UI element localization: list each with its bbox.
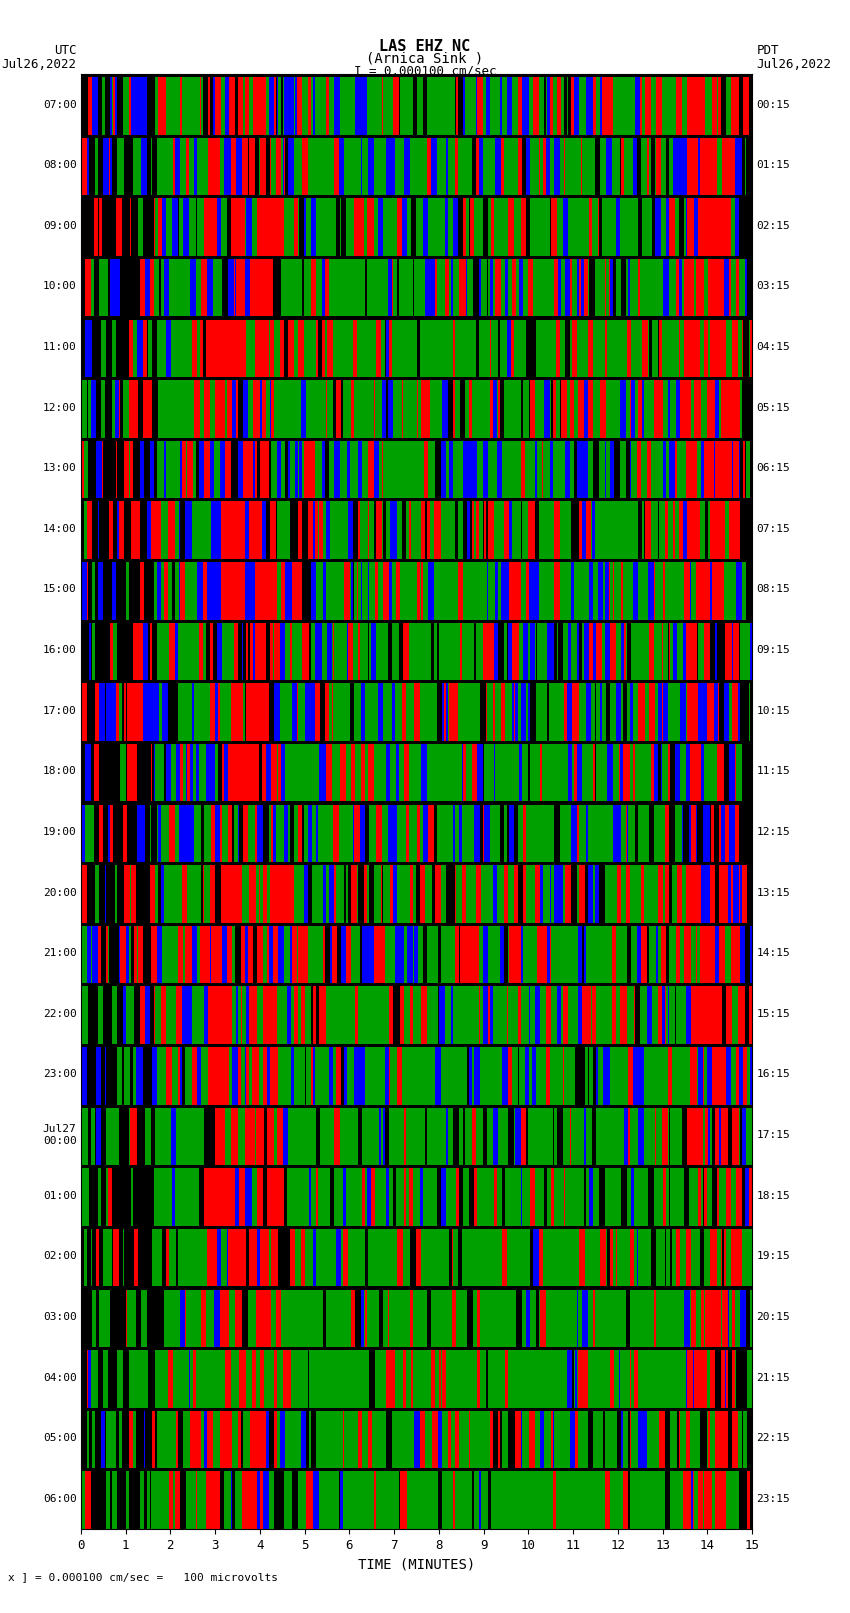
Text: 17:15: 17:15: [756, 1131, 790, 1140]
Text: 04:15: 04:15: [756, 342, 790, 352]
Text: 14:15: 14:15: [756, 948, 790, 958]
Text: 21:00: 21:00: [42, 948, 76, 958]
Text: LAS EHZ NC: LAS EHZ NC: [379, 39, 471, 53]
Text: 22:15: 22:15: [756, 1434, 790, 1444]
Text: 01:15: 01:15: [756, 160, 790, 169]
Text: UTC: UTC: [54, 44, 76, 56]
Text: 14:00: 14:00: [42, 524, 76, 534]
Text: Jul26,2022: Jul26,2022: [756, 58, 831, 71]
Text: 18:00: 18:00: [42, 766, 76, 776]
Text: 09:00: 09:00: [42, 221, 76, 231]
Text: 02:15: 02:15: [756, 221, 790, 231]
Text: Jul26,2022: Jul26,2022: [2, 58, 76, 71]
Text: 17:00: 17:00: [42, 706, 76, 716]
Text: 10:00: 10:00: [42, 281, 76, 292]
Text: 11:15: 11:15: [756, 766, 790, 776]
Text: 23:15: 23:15: [756, 1494, 790, 1503]
Text: Jul27
00:00: Jul27 00:00: [42, 1124, 76, 1145]
Text: 03:15: 03:15: [756, 281, 790, 292]
Text: (Arnica Sink ): (Arnica Sink ): [366, 52, 484, 66]
Text: 05:00: 05:00: [42, 1434, 76, 1444]
Text: 19:15: 19:15: [756, 1252, 790, 1261]
Text: 09:15: 09:15: [756, 645, 790, 655]
Text: 15:00: 15:00: [42, 584, 76, 595]
Text: 16:15: 16:15: [756, 1069, 790, 1079]
Text: 16:00: 16:00: [42, 645, 76, 655]
Text: 00:15: 00:15: [756, 100, 790, 110]
Text: 19:00: 19:00: [42, 827, 76, 837]
Text: 20:15: 20:15: [756, 1311, 790, 1323]
Text: 08:00: 08:00: [42, 160, 76, 169]
Text: 01:00: 01:00: [42, 1190, 76, 1200]
Text: 20:00: 20:00: [42, 887, 76, 897]
Text: 13:15: 13:15: [756, 887, 790, 897]
Text: 23:00: 23:00: [42, 1069, 76, 1079]
Text: 22:00: 22:00: [42, 1008, 76, 1019]
Text: 12:15: 12:15: [756, 827, 790, 837]
Text: 18:15: 18:15: [756, 1190, 790, 1200]
X-axis label: TIME (MINUTES): TIME (MINUTES): [358, 1558, 475, 1571]
Text: 05:15: 05:15: [756, 403, 790, 413]
Text: 13:00: 13:00: [42, 463, 76, 473]
Text: 07:00: 07:00: [42, 100, 76, 110]
Text: 06:00: 06:00: [42, 1494, 76, 1503]
Text: 12:00: 12:00: [42, 403, 76, 413]
Text: PDT: PDT: [756, 44, 779, 56]
Text: 06:15: 06:15: [756, 463, 790, 473]
Text: I = 0.000100 cm/sec: I = 0.000100 cm/sec: [354, 65, 496, 77]
Text: 08:15: 08:15: [756, 584, 790, 595]
Text: 07:15: 07:15: [756, 524, 790, 534]
Text: 21:15: 21:15: [756, 1373, 790, 1382]
Text: 11:00: 11:00: [42, 342, 76, 352]
Text: 02:00: 02:00: [42, 1252, 76, 1261]
Text: 04:00: 04:00: [42, 1373, 76, 1382]
Text: x ] = 0.000100 cm/sec =   100 microvolts: x ] = 0.000100 cm/sec = 100 microvolts: [8, 1573, 279, 1582]
Text: 03:00: 03:00: [42, 1311, 76, 1323]
Text: 15:15: 15:15: [756, 1008, 790, 1019]
Text: 10:15: 10:15: [756, 706, 790, 716]
